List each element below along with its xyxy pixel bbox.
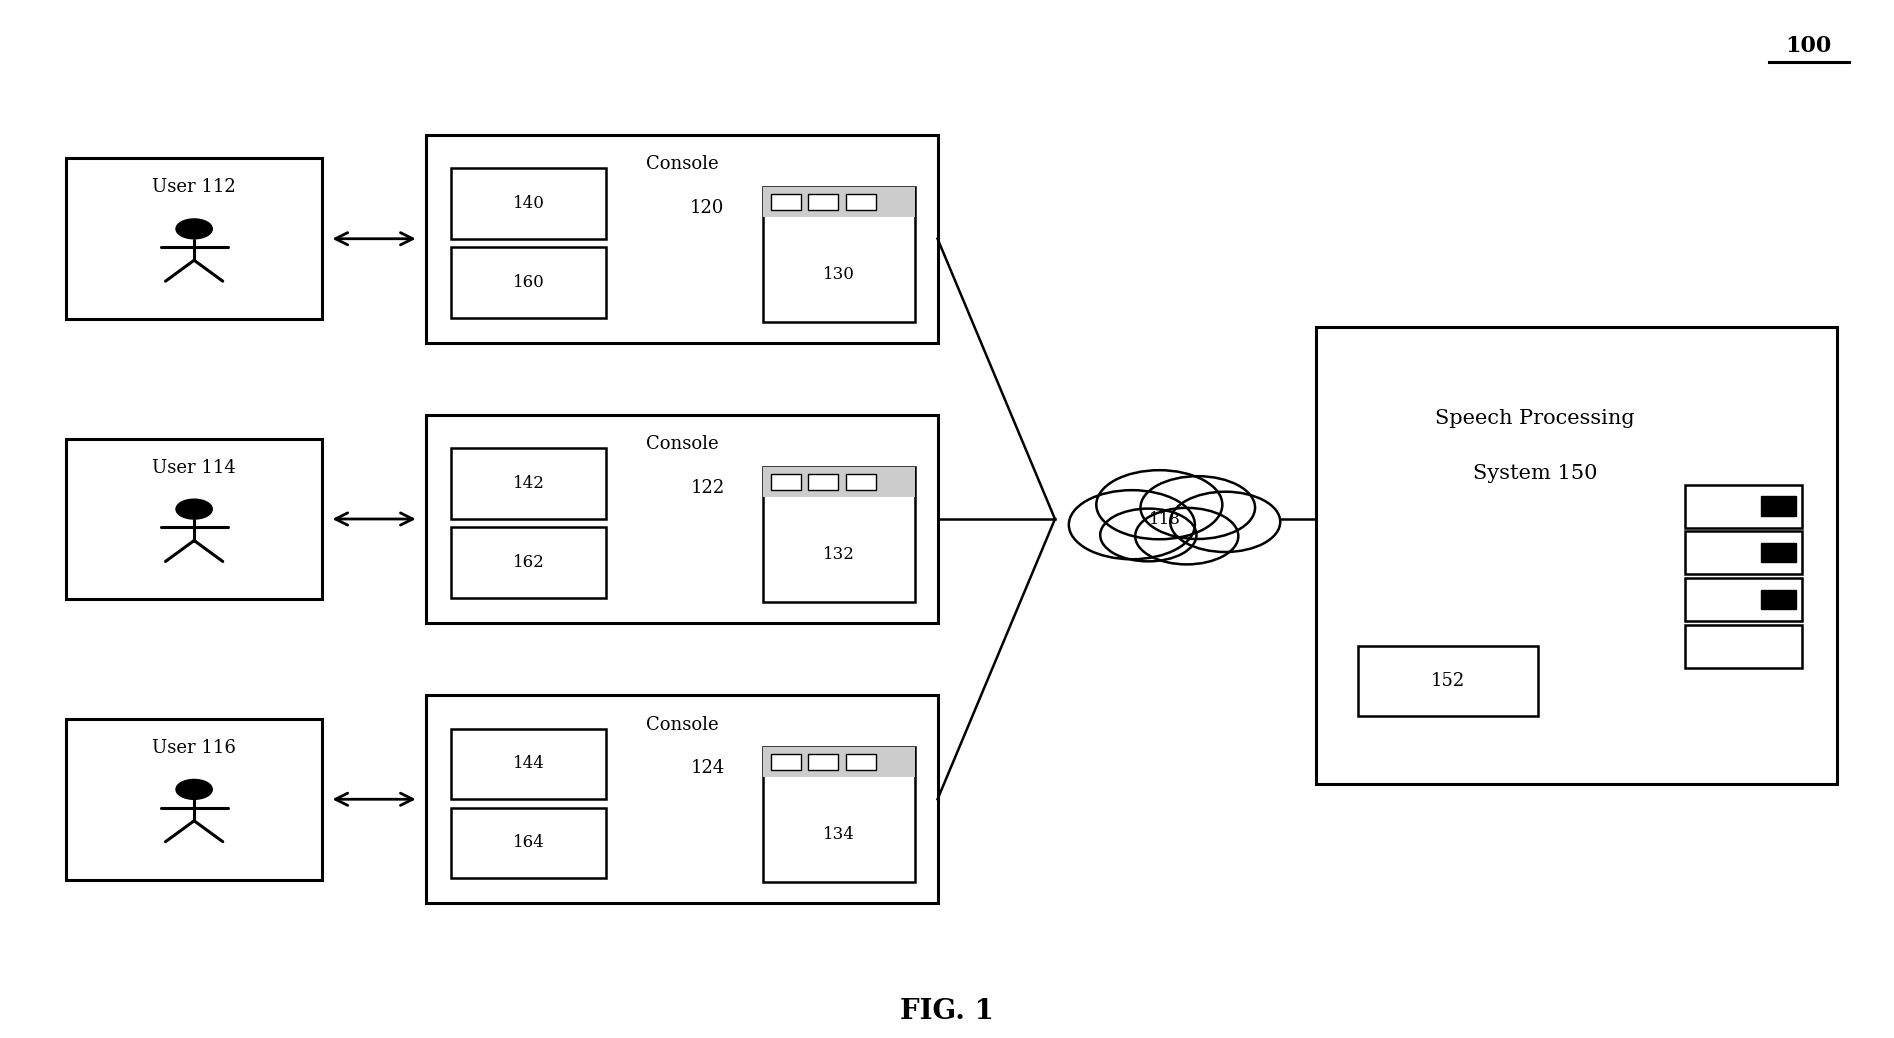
FancyBboxPatch shape — [809, 754, 839, 770]
FancyBboxPatch shape — [763, 187, 915, 217]
FancyBboxPatch shape — [426, 415, 938, 623]
Text: 134: 134 — [824, 826, 854, 844]
Circle shape — [176, 499, 212, 519]
FancyBboxPatch shape — [451, 448, 606, 519]
FancyBboxPatch shape — [66, 438, 322, 600]
Text: 130: 130 — [824, 266, 854, 283]
FancyBboxPatch shape — [451, 527, 606, 598]
Circle shape — [176, 219, 212, 239]
Text: 132: 132 — [824, 546, 854, 564]
FancyBboxPatch shape — [1686, 485, 1803, 527]
Text: User 116: User 116 — [152, 739, 237, 757]
FancyBboxPatch shape — [451, 168, 606, 239]
Text: Console: Console — [646, 715, 718, 734]
FancyBboxPatch shape — [771, 473, 801, 490]
FancyBboxPatch shape — [451, 808, 606, 878]
FancyBboxPatch shape — [1761, 543, 1797, 563]
Text: 160: 160 — [513, 274, 544, 291]
Text: 120: 120 — [689, 198, 725, 217]
Circle shape — [1135, 508, 1239, 565]
Text: System 150: System 150 — [1474, 464, 1597, 483]
FancyBboxPatch shape — [847, 193, 875, 210]
Text: User 114: User 114 — [152, 459, 237, 476]
FancyBboxPatch shape — [426, 135, 938, 343]
Text: 144: 144 — [513, 756, 544, 772]
FancyBboxPatch shape — [809, 193, 839, 210]
Text: 100: 100 — [1786, 35, 1831, 57]
FancyBboxPatch shape — [763, 187, 915, 322]
FancyBboxPatch shape — [451, 729, 606, 799]
FancyBboxPatch shape — [1761, 590, 1797, 609]
Circle shape — [1140, 476, 1256, 539]
FancyBboxPatch shape — [1316, 327, 1837, 784]
FancyBboxPatch shape — [451, 247, 606, 318]
Text: 162: 162 — [513, 554, 544, 571]
Circle shape — [1068, 490, 1195, 559]
FancyBboxPatch shape — [1686, 531, 1803, 574]
Text: Console: Console — [646, 435, 718, 454]
FancyBboxPatch shape — [66, 158, 322, 320]
Text: 118: 118 — [1150, 511, 1180, 527]
Text: 142: 142 — [513, 475, 544, 492]
FancyBboxPatch shape — [847, 754, 875, 770]
Circle shape — [1100, 509, 1197, 562]
Text: FIG. 1: FIG. 1 — [900, 998, 994, 1025]
FancyBboxPatch shape — [763, 747, 915, 882]
FancyBboxPatch shape — [809, 473, 839, 490]
FancyBboxPatch shape — [763, 747, 915, 777]
Text: Speech Processing: Speech Processing — [1436, 409, 1635, 428]
Text: 122: 122 — [689, 479, 725, 497]
Circle shape — [1170, 492, 1280, 552]
FancyBboxPatch shape — [1686, 578, 1803, 621]
FancyBboxPatch shape — [771, 193, 801, 210]
Text: 140: 140 — [513, 195, 544, 212]
FancyBboxPatch shape — [847, 473, 875, 490]
FancyBboxPatch shape — [1686, 625, 1803, 667]
FancyBboxPatch shape — [426, 695, 938, 903]
FancyBboxPatch shape — [771, 754, 801, 770]
FancyBboxPatch shape — [763, 467, 915, 602]
FancyBboxPatch shape — [66, 718, 322, 879]
FancyBboxPatch shape — [1358, 646, 1538, 716]
Text: User 112: User 112 — [152, 179, 237, 196]
Circle shape — [176, 780, 212, 799]
Circle shape — [1097, 470, 1222, 540]
FancyBboxPatch shape — [763, 467, 915, 497]
Text: 124: 124 — [689, 759, 725, 777]
FancyBboxPatch shape — [1761, 496, 1797, 516]
Text: 152: 152 — [1430, 672, 1466, 690]
Text: Console: Console — [646, 155, 718, 173]
Text: 164: 164 — [513, 835, 544, 851]
